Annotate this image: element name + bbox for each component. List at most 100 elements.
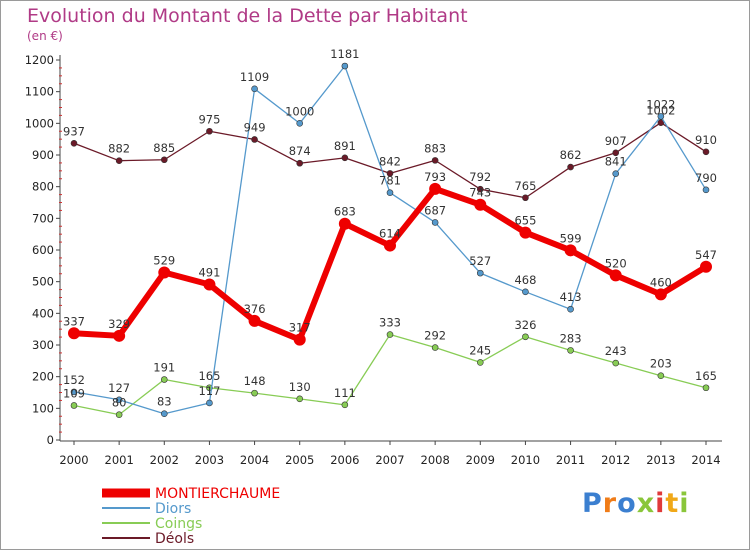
data-point xyxy=(293,333,306,346)
data-label: 862 xyxy=(560,148,582,162)
data-label: 83 xyxy=(157,395,172,409)
legend-item: Diors xyxy=(102,501,191,517)
data-label: 165 xyxy=(695,369,717,383)
data-point xyxy=(70,402,78,409)
y-tick-label: 100 xyxy=(32,401,54,415)
x-tick-label: 2010 xyxy=(511,453,540,467)
data-point xyxy=(206,127,213,135)
data-label: 1022 xyxy=(646,97,675,111)
x-tick-label: 2009 xyxy=(466,453,495,467)
logo-letter: r xyxy=(602,488,618,519)
data-label: 793 xyxy=(424,170,446,184)
data-point xyxy=(341,62,349,70)
logo-letter: P xyxy=(582,488,603,519)
data-point xyxy=(160,156,168,164)
data-label: 975 xyxy=(198,112,220,126)
x-tick-label: 2008 xyxy=(421,453,450,467)
data-label: 148 xyxy=(244,374,266,388)
data-point xyxy=(657,372,665,380)
data-point xyxy=(160,376,168,383)
data-label: 245 xyxy=(469,343,491,357)
data-label: 460 xyxy=(650,275,672,289)
data-point xyxy=(476,269,484,277)
data-label: 874 xyxy=(289,144,311,158)
data-point xyxy=(567,163,574,171)
y-tick-label: 1000 xyxy=(25,116,54,130)
data-point xyxy=(158,266,171,279)
data-point xyxy=(296,159,304,167)
data-label: 413 xyxy=(560,290,582,304)
data-point xyxy=(657,119,665,126)
data-label: 792 xyxy=(469,170,491,184)
data-point xyxy=(612,170,620,177)
y-tick-label: 1100 xyxy=(25,85,54,99)
data-point xyxy=(612,359,620,367)
data-label: 191 xyxy=(153,361,175,375)
data-point xyxy=(248,314,261,327)
data-label: 743 xyxy=(469,186,491,200)
data-point xyxy=(70,388,78,396)
data-point xyxy=(296,120,304,127)
data-label: 790 xyxy=(695,171,717,185)
data-point xyxy=(386,170,394,177)
y-tick-label: 800 xyxy=(32,180,54,194)
data-label: 910 xyxy=(695,133,717,147)
data-point xyxy=(251,85,258,93)
x-tick-label: 2002 xyxy=(150,453,179,467)
data-label: 599 xyxy=(560,231,582,245)
data-label: 687 xyxy=(424,203,446,217)
y-tick-label: 1200 xyxy=(25,53,54,67)
data-label: 80 xyxy=(112,396,127,410)
logo-letter: i xyxy=(655,488,666,519)
data-label: 333 xyxy=(379,316,401,330)
data-point xyxy=(113,329,126,342)
data-point xyxy=(115,396,123,404)
data-label: 949 xyxy=(244,120,266,134)
data-point xyxy=(474,198,487,211)
legend-item: Coings xyxy=(102,516,202,532)
data-point xyxy=(431,157,439,164)
data-label: 127 xyxy=(108,381,130,395)
series-montierchaume xyxy=(68,182,712,346)
series-d-ols xyxy=(70,119,710,202)
data-label: 842 xyxy=(379,154,401,168)
x-tick-label: 2011 xyxy=(556,453,585,467)
data-point xyxy=(296,395,304,403)
data-label: 1109 xyxy=(240,70,269,84)
data-label: 109 xyxy=(63,386,85,400)
data-point xyxy=(115,157,123,164)
data-point xyxy=(68,327,80,340)
data-label: 520 xyxy=(605,256,627,270)
data-point xyxy=(429,182,442,195)
x-tick-label: 2000 xyxy=(59,453,88,467)
chart-subtitle: (en €) xyxy=(27,29,63,43)
series-diors xyxy=(70,62,710,418)
x-tick-label: 2004 xyxy=(240,453,269,467)
data-label: 781 xyxy=(379,174,401,188)
data-label: 614 xyxy=(379,227,401,241)
data-point xyxy=(567,347,574,354)
data-label: 937 xyxy=(63,124,85,138)
data-label: 891 xyxy=(334,139,356,153)
x-tick-label: 2006 xyxy=(330,453,359,467)
data-point xyxy=(160,410,168,418)
data-point xyxy=(386,331,394,338)
data-point xyxy=(476,185,484,193)
data-point xyxy=(609,269,622,282)
data-point xyxy=(115,411,123,418)
data-point xyxy=(203,278,216,291)
data-label: 885 xyxy=(153,141,175,155)
data-point xyxy=(564,244,577,257)
y-tick-label: 900 xyxy=(32,148,54,162)
logo-letter: t xyxy=(665,488,680,519)
data-label: 1181 xyxy=(330,47,359,61)
data-point xyxy=(251,136,258,143)
data-label: 882 xyxy=(108,142,130,156)
logo-letter: i xyxy=(679,488,690,519)
data-point xyxy=(386,189,394,196)
series-coings xyxy=(70,331,710,418)
legend-item: MONTIERCHAUME xyxy=(102,486,280,502)
data-point xyxy=(431,219,439,226)
